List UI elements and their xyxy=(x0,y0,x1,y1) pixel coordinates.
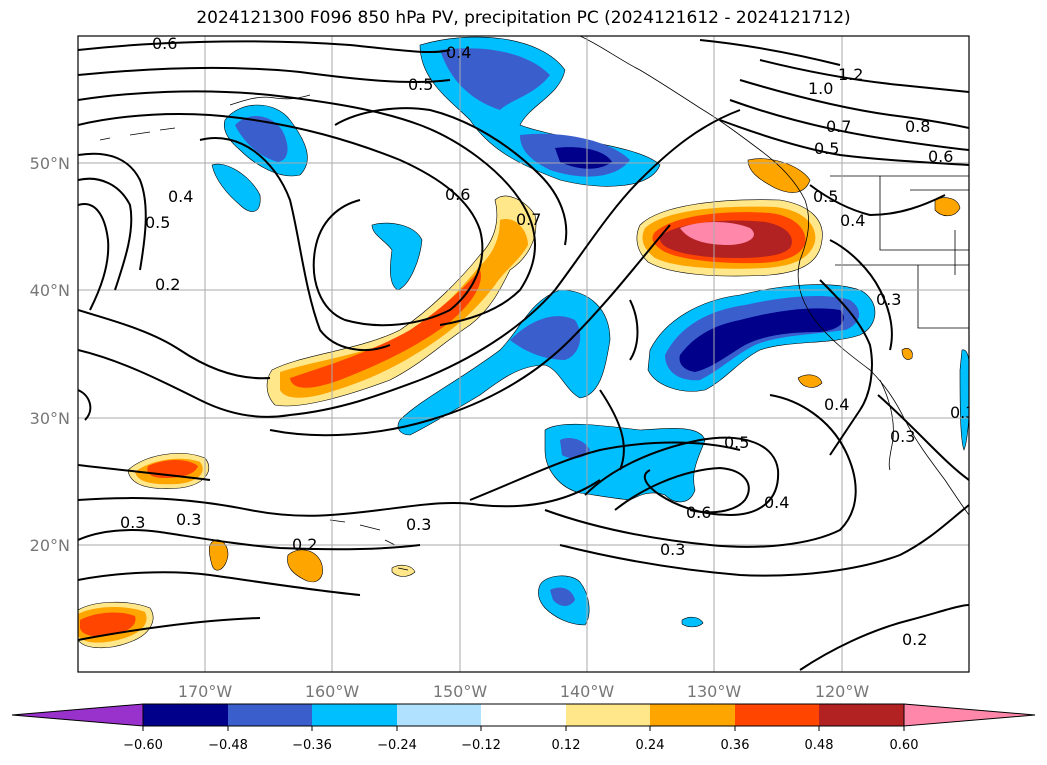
contour-label: 0.3 xyxy=(120,513,145,532)
colorbar-bin xyxy=(143,704,228,726)
colorbar-tick-label: −0.48 xyxy=(208,738,248,753)
contour-label: 0.6 xyxy=(152,34,177,53)
contour-label: 0.3 xyxy=(660,540,685,559)
lat-label-20n: 20°N xyxy=(30,536,70,555)
map-title: 2024121300 F096 850 hPa PV, precipitatio… xyxy=(196,8,851,28)
lon-label-130w: 130°W xyxy=(687,682,742,701)
contour-label: 0.3 xyxy=(876,290,901,309)
contour-label: 0.8 xyxy=(905,117,930,136)
contour-label: 0.2 xyxy=(155,275,180,294)
colorbar-bin xyxy=(481,704,566,726)
colorbar-tick-label: −0.24 xyxy=(377,738,417,753)
lat-labels: 50°N 40°N 30°N 20°N xyxy=(30,154,70,555)
plot-frame xyxy=(77,35,970,673)
contour-label: 0.5 xyxy=(408,75,433,94)
contour-label: 0.6 xyxy=(445,185,470,204)
lon-label-140w: 140°W xyxy=(560,682,615,701)
contour-label: 0.5 xyxy=(724,433,749,452)
contour-label: 0.4 xyxy=(168,187,193,206)
contour-label: 0.6 xyxy=(686,503,711,522)
colorbar-tick-label: −0.12 xyxy=(461,738,501,753)
contour-label: 0.2 xyxy=(292,535,317,554)
lon-label-120w: 120°W xyxy=(815,682,870,701)
colorbar-tick-label: 0.36 xyxy=(721,738,750,753)
lon-labels: 170°W 160°W 150°W 140°W 130°W 120°W xyxy=(178,682,870,701)
colorbar-tick-label: 0.12 xyxy=(552,738,581,753)
colorbar-tick-label: −0.36 xyxy=(292,738,332,753)
pv-contours xyxy=(78,39,969,671)
colorbar-bin xyxy=(312,704,397,726)
lat-label-30n: 30°N xyxy=(30,409,70,428)
contour-label: 0.3 xyxy=(176,510,201,529)
colorbar-bin xyxy=(819,704,904,726)
colorbar-tick-label: 0.60 xyxy=(890,738,919,753)
colorbar-tick-label: 0.24 xyxy=(636,738,665,753)
lat-label-50n: 50°N xyxy=(30,154,70,173)
lon-label-160w: 160°W xyxy=(305,682,360,701)
contour-label: 0.3 xyxy=(406,515,431,534)
coastlines xyxy=(99,36,969,571)
contour-label: 0.3 xyxy=(950,403,975,422)
colorbar-tick-label: 0.48 xyxy=(805,738,834,753)
colorbar-extend-high xyxy=(903,703,1036,727)
contour-label: 0.7 xyxy=(826,117,851,136)
contour-label: 0.4 xyxy=(824,395,849,414)
lat-label-40n: 40°N xyxy=(30,281,70,300)
contour-label: 0.4 xyxy=(840,211,865,230)
colorbar-bin xyxy=(566,704,650,726)
contour-label: 0.6 xyxy=(928,147,953,166)
colorbar-tick-label: −0.60 xyxy=(123,738,163,753)
contour-label: 0.4 xyxy=(764,493,789,512)
contour-label: 0.5 xyxy=(145,213,170,232)
contour-label: 1.0 xyxy=(808,79,833,98)
contour-label: 0.3 xyxy=(890,427,915,446)
contour-label: 0.5 xyxy=(814,139,839,158)
contour-label: 0.7 xyxy=(516,210,541,229)
lon-label-150w: 150°W xyxy=(433,682,488,701)
lon-label-170w: 170°W xyxy=(178,682,233,701)
colorbar-bin xyxy=(650,704,735,726)
colorbar-extend-low xyxy=(11,703,144,727)
contour-label: 1.2 xyxy=(838,65,863,84)
precip-shading xyxy=(78,36,969,649)
contour-label: 0.2 xyxy=(902,630,927,649)
colorbar: −0.60 −0.48 −0.36 −0.24 −0.12 0.12 0.24 … xyxy=(11,703,1036,753)
colorbar-bin xyxy=(735,704,819,726)
colorbar-bin xyxy=(397,704,481,726)
contour-label: 0.4 xyxy=(446,43,471,62)
contour-label: 0.5 xyxy=(813,187,838,206)
contour-label-group: 0.6 0.4 0.5 0.4 0.5 0.2 0.6 0.7 1.0 1.2 … xyxy=(120,34,975,649)
colorbar-bin xyxy=(228,704,312,726)
